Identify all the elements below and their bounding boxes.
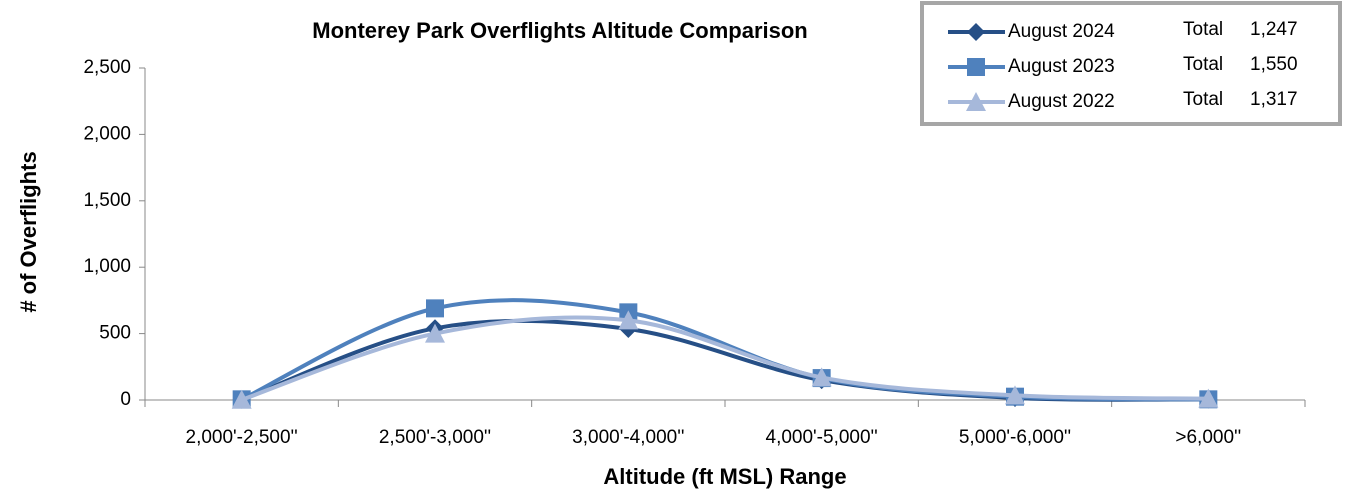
series-line bbox=[240, 298, 1209, 402]
legend-total: 1,317 bbox=[1250, 89, 1298, 110]
legend-marker bbox=[967, 58, 985, 76]
y-tick-label: 0 bbox=[120, 389, 131, 410]
data-point bbox=[1005, 385, 1025, 405]
y-axis-label: # of Overflights bbox=[16, 151, 41, 312]
y-tick-label: 2,000 bbox=[83, 123, 131, 144]
x-tick-label: 3,000'-4,000'' bbox=[572, 427, 684, 448]
x-tick-label: 2,500'-3,000'' bbox=[379, 427, 491, 448]
y-tick-label: 500 bbox=[99, 323, 131, 344]
series-line bbox=[241, 315, 1209, 402]
x-tick-label: >6,000'' bbox=[1175, 427, 1241, 448]
legend-label: August 2023 bbox=[1008, 56, 1115, 77]
x-tick-label: 4,000'-5,000'' bbox=[766, 427, 878, 448]
chart-title: Monterey Park Overflights Altitude Compa… bbox=[312, 18, 808, 43]
y-tick-label: 1,000 bbox=[83, 256, 131, 277]
data-point bbox=[1198, 388, 1219, 408]
data-point bbox=[231, 389, 252, 409]
y-tick-label: 1,500 bbox=[83, 190, 131, 211]
data-point bbox=[426, 299, 444, 318]
legend-total-text: Total bbox=[1183, 54, 1223, 75]
x-tick-label: 2,000'-2,500'' bbox=[186, 427, 298, 448]
legend-marker bbox=[966, 92, 986, 111]
legend-label: August 2022 bbox=[1008, 91, 1115, 112]
legend-label: August 2024 bbox=[1008, 21, 1115, 42]
legend-total: 1,247 bbox=[1250, 19, 1298, 40]
legend-marker bbox=[967, 23, 985, 41]
data-point bbox=[618, 310, 639, 330]
legend-total-text: Total bbox=[1183, 19, 1223, 40]
series-line bbox=[240, 318, 1209, 402]
legend-total-text: Total bbox=[1183, 89, 1223, 110]
data-point bbox=[811, 367, 832, 387]
data-point bbox=[425, 323, 445, 343]
x-tick-label: 5,000'-6,000'' bbox=[959, 427, 1071, 448]
y-tick-label: 2,500 bbox=[83, 57, 131, 78]
legend-total: 1,550 bbox=[1250, 54, 1298, 75]
x-axis-label: Altitude (ft MSL) Range bbox=[603, 464, 846, 489]
